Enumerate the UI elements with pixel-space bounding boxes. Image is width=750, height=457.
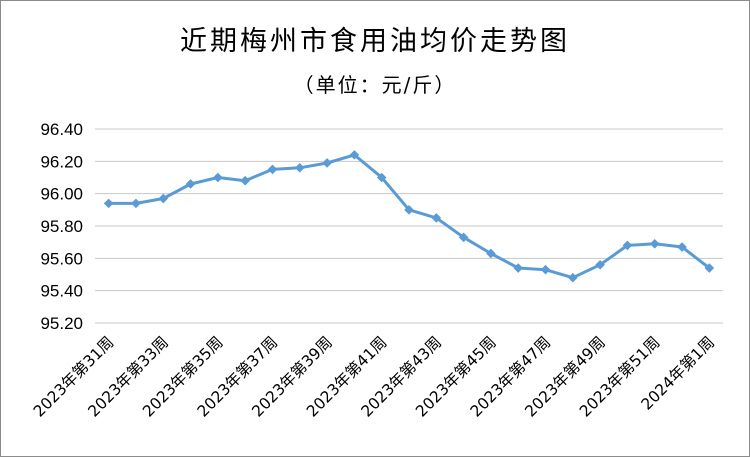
data-point [158,193,169,204]
data-point [294,163,305,173]
data-point [595,260,605,270]
y-tick-label: 95.80 [40,217,83,236]
y-tick-label: 96.00 [40,185,83,204]
data-point [486,248,496,259]
data-point [103,198,114,209]
series-line [108,153,711,280]
data-point [322,158,332,168]
series-group [103,150,715,283]
y-tick-label: 95.20 [40,314,83,333]
y-tick-label: 95.40 [40,282,83,301]
y-tick-label: 96.20 [40,152,83,171]
data-point [213,172,223,183]
chart-title: 近期梅州市食用油均价走势图 [180,26,570,57]
data-point [677,242,687,252]
data-point [185,179,196,189]
data-point [568,272,578,283]
data-point [704,263,715,273]
data-point [540,264,551,275]
gridlines [95,128,723,324]
y-tick-label: 96.40 [40,120,83,139]
data-point [458,232,469,243]
x-axis-ticks: 2023年第31周2023年第33周2023年第35周2023年第37周2023… [30,333,718,420]
data-point [349,150,360,160]
data-point [267,164,278,175]
data-point [376,172,387,183]
data-point [649,238,660,249]
chart-subtitle: （单位：元/斤） [294,73,457,97]
data-point [431,213,442,223]
data-point [622,240,633,251]
y-tick-label: 95.60 [40,249,83,268]
data-point [131,198,141,209]
data-point [404,205,414,215]
data-point [240,175,250,186]
y-axis-ticks: 96.40 96.20 96.00 95.80 95.60 95.40 95.20 [40,120,83,333]
data-point [513,263,524,273]
